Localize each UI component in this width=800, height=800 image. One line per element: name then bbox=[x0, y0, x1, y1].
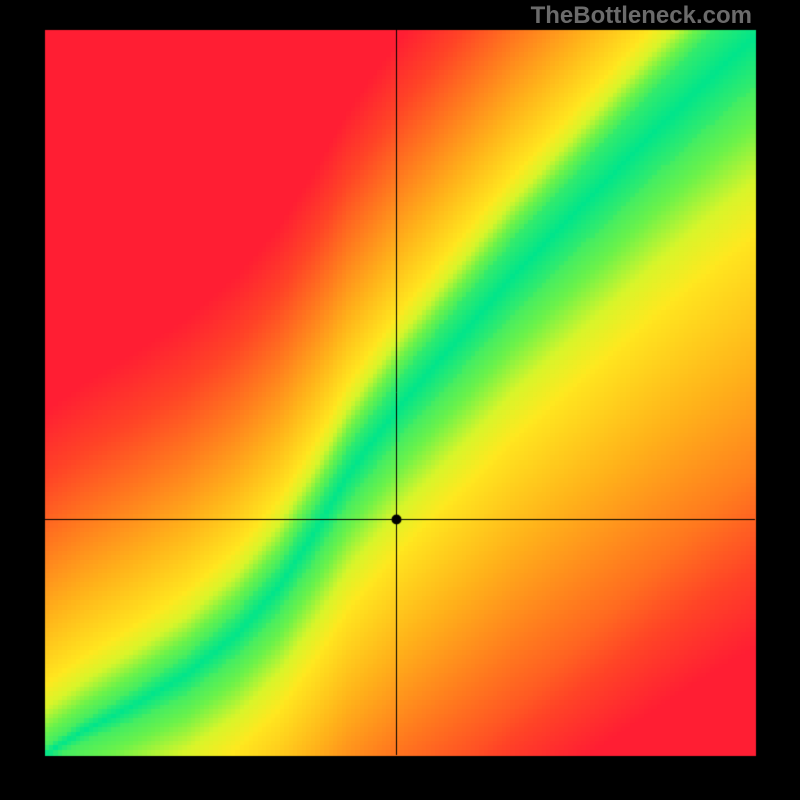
bottleneck-heatmap bbox=[0, 0, 800, 800]
watermark-text: TheBottleneck.com bbox=[531, 2, 752, 30]
chart-container: TheBottleneck.com bbox=[0, 0, 800, 800]
